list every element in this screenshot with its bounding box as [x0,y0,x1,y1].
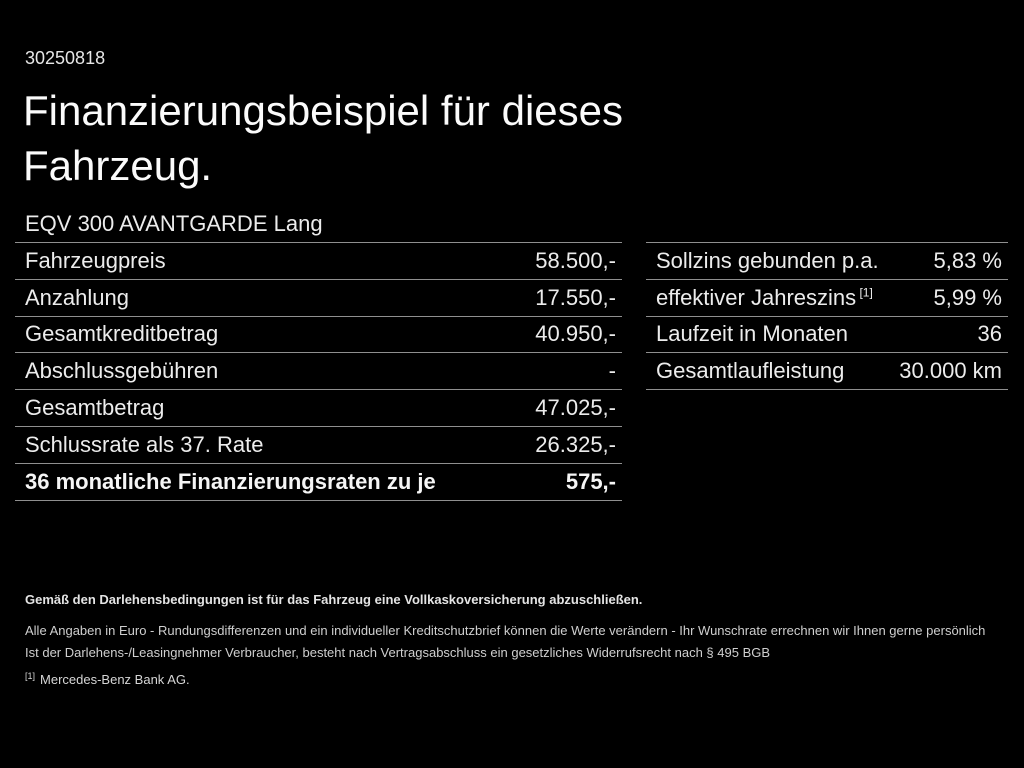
row-label: effektiver Jahreszins [1] [656,284,873,310]
footnote-ref-marker: [1] [856,285,873,300]
table-row: Laufzeit in Monaten 36 [646,315,1008,353]
disclaimer-line-1: Alle Angaben in Euro - Rundungsdifferenz… [25,623,986,638]
footnote-ref-marker: [1] [25,670,36,681]
table-row: Gesamtbetrag 47.025,- [15,389,622,426]
row-label: Laufzeit in Monaten [656,321,849,347]
row-label: Gesamtkreditbetrag [25,321,219,347]
row-value: 30.000 km [899,358,1002,384]
row-value: 5,99 % [933,284,1003,310]
row-label: Schlussrate als 37. Rate [25,431,264,457]
row-label: Sollzins gebunden p.a. [656,247,879,273]
vehicle-name: EQV 300 AVANTGARDE Lang [25,211,323,236]
table-row: effektiver Jahreszins [1] 5,99 % [646,278,1008,316]
document-id: 30250818 [25,48,106,68]
row-value: 36 [977,321,1002,347]
row-value: 47.025,- [535,395,616,421]
table-row: Sollzins gebunden p.a. 5,83 % [646,242,1008,279]
footnote-ref-text: Mercedes-Benz Bank AG. [40,672,190,687]
page-title-line1: Finanzierungsbeispiel für dieses [23,87,623,134]
row-label: Gesamtlaufleistung [656,358,845,384]
row-value: 17.550,- [535,284,616,310]
row-label: 36 monatliche Finanzierungsraten zu je [25,468,436,494]
table-row: Gesamtkreditbetrag 40.950,- [15,315,622,353]
row-label: Fahrzeugpreis [25,247,166,273]
row-value: 26.325,- [535,431,616,457]
financing-terms-table: Sollzins gebunden p.a. 5,83 % effektiver J… [646,242,1008,391]
table-row: Schlussrate als 37. Rate 26.325,- [15,425,622,463]
insurance-requirement-note: Gemäß den Darlehensbedingungen ist für d… [25,592,643,607]
table-row: Abschlussgebühren - [15,352,622,389]
row-value: 58.500,- [535,247,616,273]
row-value: 5,83 % [933,247,1003,273]
footnote-reference: [1] Mercedes-Benz Bank AG. [25,670,190,687]
page-title: Finanzierungsbeispiel für dieses Fahrzeug… [23,83,623,193]
row-label: Abschlussgebühren [25,358,219,384]
table-row: 36 monatliche Finanzierungsraten zu je 57… [15,462,622,500]
disclaimer-line-2: Ist der Darlehens-/Leasingnehmer Verbrau… [25,645,771,660]
row-value: 575,- [565,468,616,494]
page-title-line2: Fahrzeug. [23,142,213,189]
row-value: 40.950,- [535,321,616,347]
table-row: Anzahlung 17.550,- [15,278,622,316]
row-label: Anzahlung [25,284,129,310]
row-label: Gesamtbetrag [25,395,165,421]
financing-costs-table: Fahrzeugpreis 58.500,- Anzahlung 17.550,- Ge… [15,242,622,501]
table-row: Fahrzeugpreis 58.500,- [15,242,622,279]
table-row: Gesamtlaufleistung 30.000 km [646,352,1008,389]
row-value: - [608,358,616,384]
